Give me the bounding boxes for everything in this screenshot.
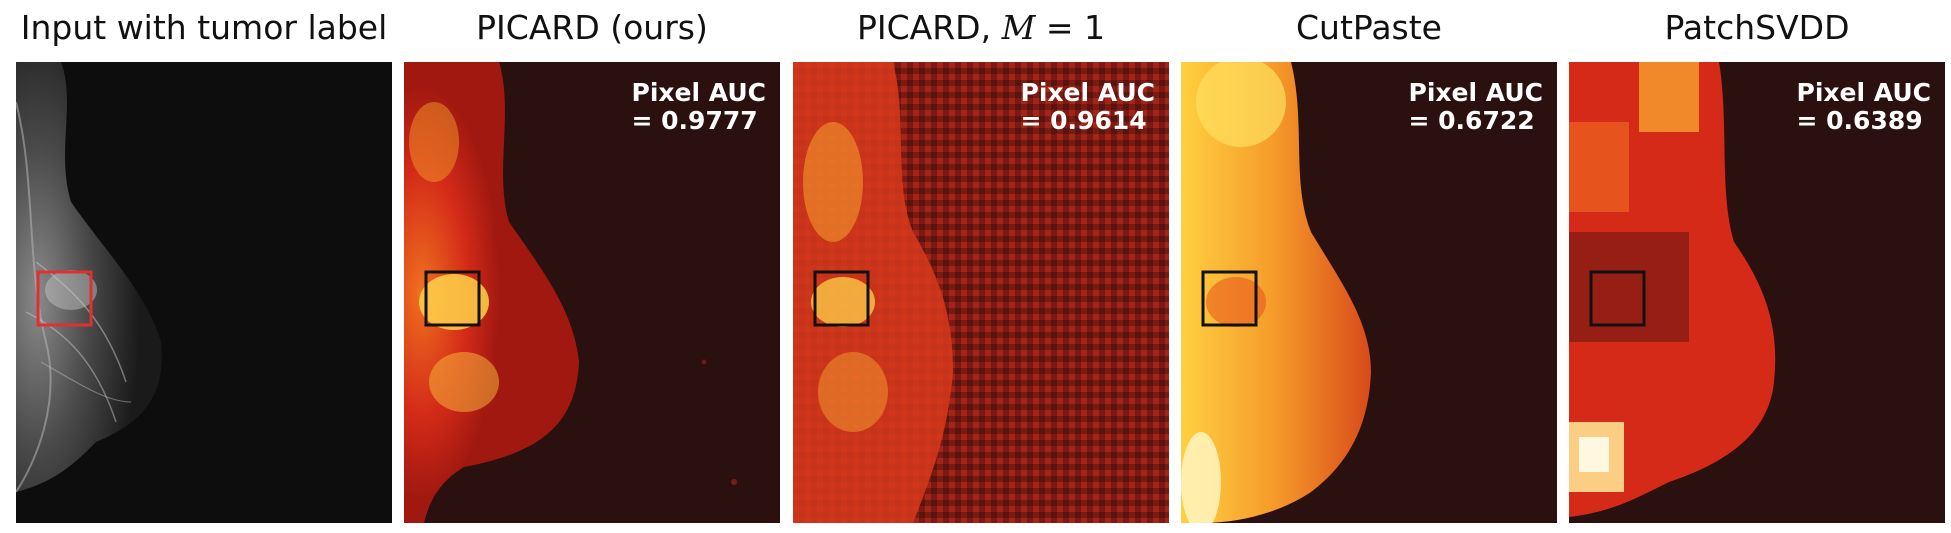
panel-picard: PICARD (ours) Pixel AUC = 0.9777 [404,0,780,533]
mammogram-image [16,62,392,523]
pixel-auc-label: Pixel AUC = 0.9614 [1021,79,1155,135]
panel-title: CutPaste [1151,8,1587,47]
pixel-auc-label: Pixel AUC = 0.6389 [1797,79,1931,135]
panel-cutpaste: CutPaste Pixel AUC = 0.6722 [1181,0,1557,533]
panel-title: PICARD (ours) [374,8,810,47]
panel-patchsvdd: PatchSVDD Pixel AUC = 0.6389 [1569,0,1945,533]
pixel-auc-label: Pixel AUC = 0.9777 [632,79,766,135]
panel-title: Input with tumor label [0,8,422,47]
panel-picard-m1: PICARD, M = 1 Pixel AUC = 0.9614 [793,0,1169,533]
panel-title: PICARD, M = 1 [763,8,1199,47]
pixel-auc-label: Pixel AUC = 0.6722 [1409,79,1543,135]
panel-input: Input with tumor label [16,0,392,533]
panel-title: PatchSVDD [1539,8,1951,47]
